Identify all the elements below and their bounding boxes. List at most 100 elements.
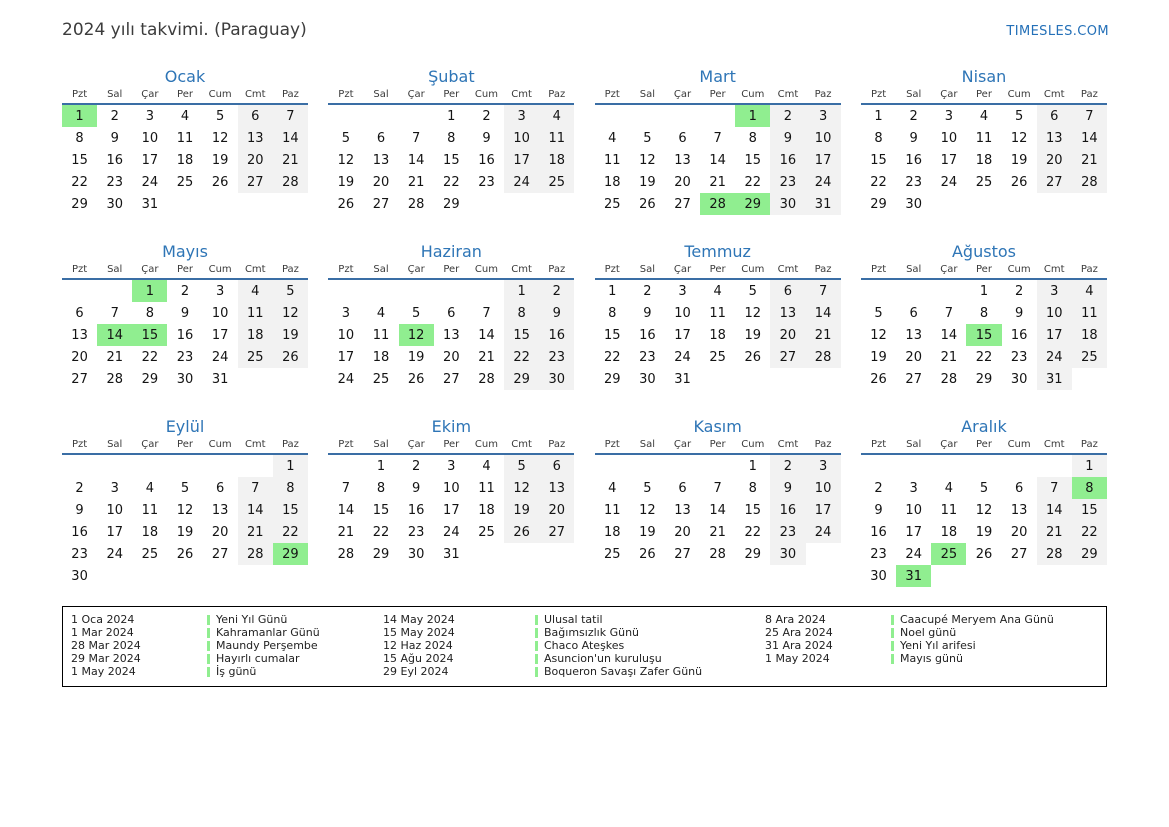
day-cell: 26 xyxy=(639,546,656,562)
day-cell: 1 xyxy=(608,283,617,299)
weekend-day-cell: 8 xyxy=(504,302,540,324)
weekday-label: Pzt xyxy=(860,89,897,105)
day-cell: 18 xyxy=(709,327,726,343)
holiday-day-cell: 28 xyxy=(700,193,736,215)
day-cell: 11 xyxy=(940,502,958,518)
day-cell: 16 xyxy=(905,152,922,168)
holiday-color-bar xyxy=(535,640,538,651)
day-cell: 20 xyxy=(372,174,390,190)
weekend-day-cell: 19 xyxy=(504,499,540,521)
day-cell: 13 xyxy=(674,502,691,518)
month-kasım: Kasım Pzt Sal Çar Per Cum Cmt Paz 1 2 3 4 5 6 7 8 9 10 11 1… xyxy=(594,417,841,590)
day-cell: 23 xyxy=(176,349,194,365)
day-cell: 23 xyxy=(905,174,922,190)
day-cell: 14 xyxy=(337,502,355,518)
weekday-label: Cmt xyxy=(770,439,806,455)
legend-date: 31 Ara 2024 xyxy=(765,639,833,652)
day-cell: 4 xyxy=(944,480,953,496)
weekday-label: Cmt xyxy=(1036,264,1072,280)
day-cell: 16 xyxy=(407,502,425,518)
weekday-label: Per xyxy=(167,89,203,105)
week-row: 27 28 29 30 31 xyxy=(62,368,308,390)
day-cell: 29 xyxy=(603,371,621,387)
day-cell xyxy=(861,279,896,302)
day-cell: 7 xyxy=(110,305,119,321)
site-link[interactable]: TIMESLES.COM xyxy=(1006,24,1109,39)
legend-date: 29 Eyl 2024 xyxy=(383,665,449,678)
weekday-label: Cum xyxy=(202,89,238,105)
day-cell xyxy=(399,104,434,127)
legend-date: 15 Ağu 2024 xyxy=(383,652,454,665)
weekend-day-cell: 27 xyxy=(539,521,575,543)
legend-holiday-label: Asuncion'un kuruluşu xyxy=(544,652,662,665)
month-calendar: Pzt Sal Çar Per Cum Cmt Paz 1 2 3 4 5 6 7 8 9 10 11 12 13 14… xyxy=(860,439,1107,587)
day-cell: 25 xyxy=(372,371,390,387)
legend-holiday-label: Chaco Ateşkes xyxy=(544,639,625,652)
weekend-day-cell: 4 xyxy=(237,279,273,302)
weekend-day-cell: 15 xyxy=(272,499,308,521)
day-cell: 19 xyxy=(407,349,425,365)
week-row: 22 23 24 25 26 27 28 xyxy=(62,171,308,193)
month-title: Mart xyxy=(699,67,736,86)
holiday-day-cell: 1 xyxy=(62,104,98,127)
day-cell: 21 xyxy=(940,349,958,365)
day-cell xyxy=(735,368,770,390)
day-cell: 25 xyxy=(975,174,993,190)
day-cell xyxy=(931,279,966,302)
day-cell: 3 xyxy=(215,283,225,299)
weekday-label: Pzt xyxy=(860,439,897,455)
weekend-day-cell: 26 xyxy=(504,521,540,543)
weekend-day-cell: 23 xyxy=(770,171,806,193)
legend-holiday-label: Boqueron Savaşı Zafer Günü xyxy=(544,665,703,678)
week-row: 12 13 14 15 16 17 18 xyxy=(861,324,1107,346)
day-cell: 21 xyxy=(709,174,726,190)
weekend-day-cell: 4 xyxy=(539,104,575,127)
day-cell: 2 xyxy=(180,283,190,299)
week-row: 17 18 19 20 21 22 23 xyxy=(328,346,575,368)
weekend-day-cell: 26 xyxy=(272,346,308,368)
day-cell xyxy=(931,193,966,215)
weekday-label: Çar xyxy=(664,264,701,280)
day-cell: 11 xyxy=(603,152,621,168)
day-cell: 11 xyxy=(176,130,194,146)
day-cell: 26 xyxy=(337,196,355,212)
week-row: 18 19 20 21 22 23 24 xyxy=(595,521,841,543)
day-cell xyxy=(931,565,966,587)
week-row: 5 6 7 8 9 10 11 xyxy=(328,127,575,149)
day-cell: 3 xyxy=(110,480,119,496)
day-cell: 3 xyxy=(447,458,456,474)
day-cell: 22 xyxy=(141,349,159,365)
legend-holiday-label: Caacupé Meryem Ana Günü xyxy=(900,613,1054,626)
day-cell: 13 xyxy=(674,152,691,168)
legend-holiday-name: Maundy Perşembe xyxy=(207,639,383,652)
holiday-color-bar xyxy=(207,666,210,677)
legend-holiday-name: Yeni Yıl arifesi xyxy=(891,639,1098,652)
legend-holiday-name: Boqueron Savaşı Zafer Günü xyxy=(535,665,765,678)
weekend-day-cell: 14 xyxy=(237,499,273,521)
weekday-label: Pzt xyxy=(62,439,98,455)
day-cell xyxy=(167,193,202,215)
weekend-day-cell: 2 xyxy=(770,104,806,127)
weekend-day-cell: 7 xyxy=(237,477,273,499)
week-row: 8 9 10 11 12 13 14 xyxy=(861,127,1107,149)
day-cell: 22 xyxy=(71,174,88,190)
weekday-label: Sal xyxy=(896,439,932,455)
weekday-label: Paz xyxy=(539,439,575,455)
day-cell xyxy=(595,454,630,477)
weekend-day-cell: 29 xyxy=(1071,543,1107,565)
month-şubat: Şubat Pzt Sal Çar Per Cum Cmt Paz 1 2 3 4 5 6 7 8 9 10 11 1… xyxy=(328,67,575,240)
holiday-day-cell: 15 xyxy=(132,324,168,346)
weekday-label: Cmt xyxy=(770,264,806,280)
weekend-day-cell: 20 xyxy=(770,324,806,346)
day-cell xyxy=(469,543,504,565)
day-cell: 7 xyxy=(713,480,722,496)
weekend-day-cell: 16 xyxy=(539,324,575,346)
months-grid: Ocak Pzt Sal Çar Per Cum Cmt Paz 1 2 3 4 5 6 7 8 9 10 11 12… xyxy=(0,67,1169,590)
day-cell: 10 xyxy=(674,305,691,321)
legend-date: 25 Ara 2024 xyxy=(765,626,833,639)
week-row: 25 26 27 28 29 30 xyxy=(595,543,841,565)
